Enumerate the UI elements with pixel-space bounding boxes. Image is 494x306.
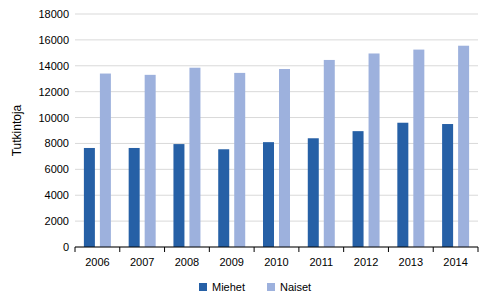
grid-line bbox=[75, 247, 478, 248]
y-tick-label: 10000 bbox=[38, 112, 69, 124]
x-tick-label: 2013 bbox=[399, 256, 423, 268]
legend-label: Miehet bbox=[212, 281, 245, 293]
bar bbox=[234, 73, 245, 247]
x-tick-label: 2014 bbox=[443, 256, 467, 268]
y-tick-label: 0 bbox=[63, 241, 69, 253]
x-tick bbox=[119, 247, 120, 252]
legend-swatch bbox=[199, 283, 207, 291]
bar bbox=[308, 138, 319, 247]
bars bbox=[84, 46, 469, 247]
y-tick-label: 4000 bbox=[45, 189, 69, 201]
x-tick bbox=[254, 247, 255, 252]
bar bbox=[324, 60, 335, 247]
y-tick-label: 14000 bbox=[38, 60, 69, 72]
bar bbox=[263, 142, 274, 247]
x-tick-label: 2006 bbox=[85, 256, 109, 268]
bar bbox=[458, 46, 469, 247]
legend-label: Naiset bbox=[280, 281, 311, 293]
bar bbox=[173, 144, 184, 247]
bar bbox=[189, 68, 200, 247]
x-tick bbox=[298, 247, 299, 252]
x-tick bbox=[388, 247, 389, 252]
bar bbox=[145, 75, 156, 247]
bar bbox=[84, 148, 95, 247]
chart-container: 0 2000 4000 6000 8000 10000 12000 14000 16000 180… bbox=[0, 0, 494, 306]
x-tick bbox=[433, 247, 434, 252]
legend-swatch bbox=[267, 283, 275, 291]
grid bbox=[75, 14, 478, 247]
chart: 0 2000 4000 6000 8000 10000 12000 14000 16000 180… bbox=[0, 0, 494, 306]
x-axis bbox=[75, 247, 478, 248]
y-tick-label: 6000 bbox=[45, 163, 69, 175]
bar bbox=[442, 124, 453, 247]
bar bbox=[353, 131, 364, 247]
y-tick-label: 16000 bbox=[38, 34, 69, 46]
x-tick-label: 2012 bbox=[354, 256, 378, 268]
bar bbox=[129, 148, 140, 247]
bar bbox=[369, 53, 380, 247]
grid-line bbox=[75, 39, 478, 40]
x-tick-label: 2008 bbox=[175, 256, 199, 268]
x-tick-label: 2011 bbox=[309, 256, 333, 268]
bar bbox=[218, 149, 229, 247]
bar bbox=[413, 50, 424, 247]
x-tick-label: 2010 bbox=[264, 256, 288, 268]
bar bbox=[397, 123, 408, 247]
x-tick bbox=[164, 247, 165, 252]
legend: Miehet Naiset bbox=[199, 281, 311, 293]
y-axis-label: Tutkintoja bbox=[10, 104, 24, 156]
y-tick-label: 8000 bbox=[45, 137, 69, 149]
x-tick bbox=[75, 247, 76, 252]
bar bbox=[100, 74, 111, 247]
y-tick-label: 2000 bbox=[45, 215, 69, 227]
y-tick-label: 12000 bbox=[38, 86, 69, 98]
x-tick-label: 2007 bbox=[130, 256, 154, 268]
grid-line bbox=[75, 14, 478, 15]
x-tick bbox=[478, 247, 479, 252]
x-tick bbox=[343, 247, 344, 252]
bar bbox=[279, 69, 290, 247]
y-tick-label: 18000 bbox=[38, 8, 69, 20]
x-tick bbox=[209, 247, 210, 252]
x-tick-label: 2009 bbox=[219, 256, 243, 268]
